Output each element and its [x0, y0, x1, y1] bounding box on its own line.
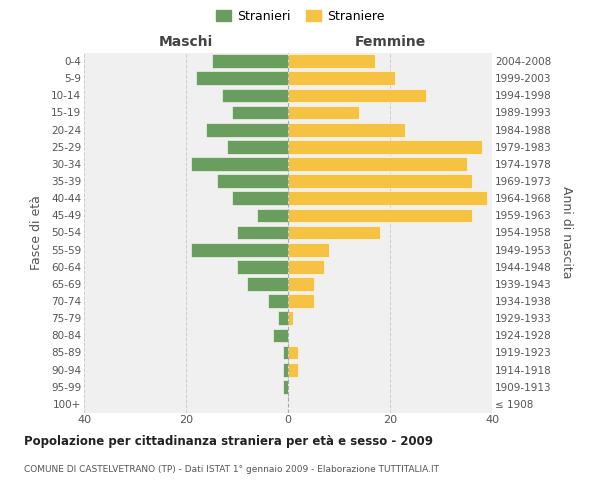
- Bar: [288, 363, 298, 376]
- Bar: [283, 346, 288, 360]
- Bar: [288, 140, 482, 153]
- Bar: [206, 123, 288, 136]
- Bar: [288, 88, 426, 102]
- Y-axis label: Fasce di età: Fasce di età: [29, 195, 43, 270]
- Bar: [283, 380, 288, 394]
- Text: Popolazione per cittadinanza straniera per età e sesso - 2009: Popolazione per cittadinanza straniera p…: [24, 435, 433, 448]
- Bar: [212, 54, 288, 68]
- Bar: [268, 294, 288, 308]
- Bar: [232, 106, 288, 120]
- Bar: [288, 243, 329, 256]
- Bar: [288, 192, 487, 205]
- Bar: [237, 226, 288, 239]
- Bar: [288, 294, 314, 308]
- Text: COMUNE DI CASTELVETRANO (TP) - Dati ISTAT 1° gennaio 2009 - Elaborazione TUTTITA: COMUNE DI CASTELVETRANO (TP) - Dati ISTA…: [24, 465, 439, 474]
- Bar: [237, 260, 288, 274]
- Bar: [288, 312, 293, 325]
- Bar: [196, 72, 288, 85]
- Bar: [288, 226, 380, 239]
- Bar: [288, 277, 314, 291]
- Bar: [273, 328, 288, 342]
- Bar: [191, 243, 288, 256]
- Bar: [288, 72, 395, 85]
- Y-axis label: Anni di nascita: Anni di nascita: [560, 186, 573, 279]
- Bar: [227, 140, 288, 153]
- Bar: [288, 123, 406, 136]
- Bar: [288, 260, 324, 274]
- Bar: [222, 88, 288, 102]
- Bar: [191, 157, 288, 171]
- Text: Maschi: Maschi: [159, 35, 213, 49]
- Bar: [232, 192, 288, 205]
- Bar: [288, 174, 472, 188]
- Legend: Stranieri, Straniere: Stranieri, Straniere: [212, 6, 388, 26]
- Bar: [217, 174, 288, 188]
- Bar: [288, 106, 359, 120]
- Bar: [288, 157, 467, 171]
- Bar: [288, 346, 298, 360]
- Bar: [288, 54, 375, 68]
- Text: Femmine: Femmine: [355, 35, 425, 49]
- Bar: [278, 312, 288, 325]
- Bar: [288, 208, 472, 222]
- Bar: [257, 208, 288, 222]
- Bar: [283, 363, 288, 376]
- Bar: [247, 277, 288, 291]
